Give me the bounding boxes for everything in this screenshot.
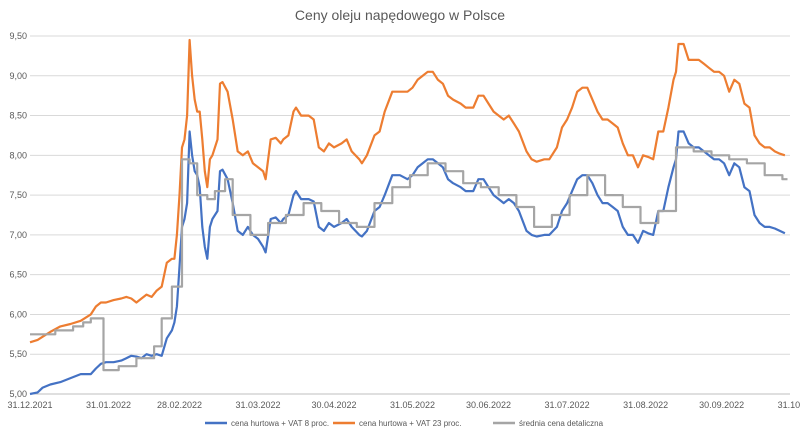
x-tick-label: 31.07.2022 [545,400,590,410]
y-tick-label: 9,00 [9,71,27,81]
x-tick-label: 31.03.2022 [235,400,280,410]
series-line-2 [29,38,786,344]
x-tick-label: 28.02.2022 [157,400,202,410]
y-tick-label: 6,50 [9,270,27,280]
legend-label: cena hurtowa + VAT 8 proc. [231,419,329,428]
series-line-1 [29,130,786,396]
x-tick-label: 30.06.2022 [466,400,511,410]
x-tick-label: 31.05.2022 [390,400,435,410]
x-tick-label: 30.09.2022 [699,400,744,410]
legend-label: cena hurtowa + VAT 23 proc. [359,419,462,428]
x-tick-label: 31.12.2021 [7,400,52,410]
y-tick-label: 7,00 [9,230,27,240]
series-line-3 [30,146,788,372]
x-tick-label: 31.08.2022 [623,400,668,410]
x-tick-label: 30.04.2022 [311,400,356,410]
y-tick-label: 8,50 [9,111,27,121]
y-tick-label: 8,00 [9,150,27,160]
y-tick-label: 6,00 [9,309,27,319]
y-axis-ticks: 5,00 5,50 6,00 6,50 7,00 7,50 8,00 8,50 9,00 9,50 [9,31,27,399]
y-tick-label: 5,00 [9,389,27,399]
y-tick-label: 9,50 [9,31,27,41]
chart-title: Ceny oleju napędowego w Polsce [295,7,505,23]
x-tick-label: 31.10.2022 [778,400,800,410]
x-tick-label: 31.01.2022 [86,400,131,410]
y-tick-label: 7,50 [9,190,27,200]
series-lines [29,38,788,396]
x-axis-ticks: 31.12.2021 31.01.2022 28.02.2022 31.03.2022… [7,400,800,410]
y-tick-label: 5,50 [9,349,27,359]
legend-label: średnia cena detaliczna [519,419,604,428]
legend: cena hurtowa + VAT 8 proc. cena hurtowa +… [205,419,604,428]
